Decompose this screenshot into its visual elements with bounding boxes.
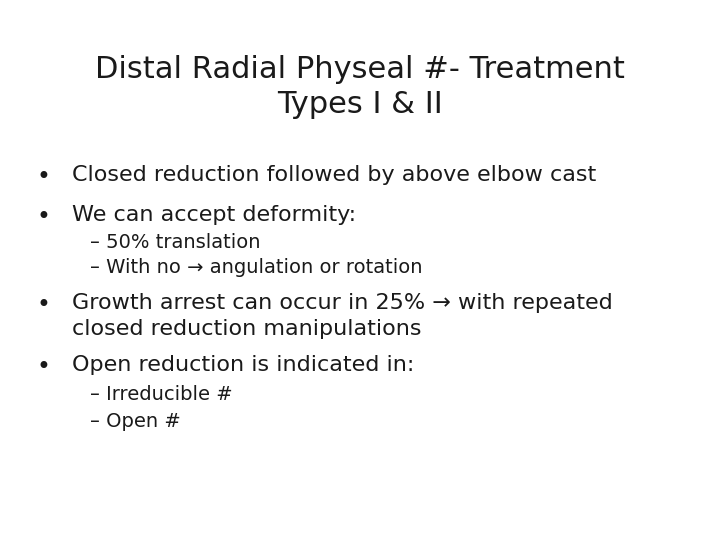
Text: •: • <box>36 165 50 189</box>
Text: Types I & II: Types I & II <box>277 90 443 119</box>
Text: Open reduction is indicated in:: Open reduction is indicated in: <box>72 355 415 375</box>
Text: Growth arrest can occur in 25% → with repeated
closed reduction manipulations: Growth arrest can occur in 25% → with re… <box>72 293 613 340</box>
Text: We can accept deformity:: We can accept deformity: <box>72 205 356 225</box>
Text: – 50% translation: – 50% translation <box>90 233 261 252</box>
Text: – With no → angulation or rotation: – With no → angulation or rotation <box>90 258 423 277</box>
Text: Closed reduction followed by above elbow cast: Closed reduction followed by above elbow… <box>72 165 596 185</box>
Text: •: • <box>36 293 50 317</box>
Text: Distal Radial Physeal #- Treatment: Distal Radial Physeal #- Treatment <box>95 55 625 84</box>
Text: – Irreducible #: – Irreducible # <box>90 385 233 404</box>
Text: •: • <box>36 355 50 379</box>
Text: •: • <box>36 205 50 229</box>
Text: – Open #: – Open # <box>90 412 181 431</box>
